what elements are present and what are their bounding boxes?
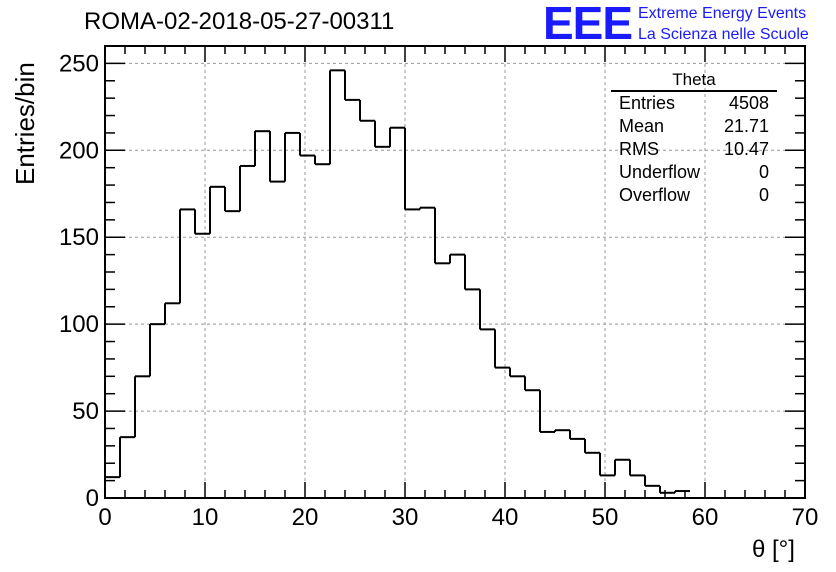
histogram-bin — [644, 475, 660, 487]
histogram-bin — [269, 131, 285, 183]
axis-tick-labels: 0 10 20 30 40 50 60 70 0 50 100 150 200 250 — [59, 50, 818, 531]
stats-row-rms: RMS 10.47 — [611, 138, 777, 161]
x-tick-label: 30 — [392, 504, 419, 531]
chart-title: ROMA-02-2018-05-27-00311 — [84, 8, 395, 35]
axis-ticks — [104, 45, 806, 499]
histogram-bin — [554, 429, 570, 432]
histogram-bin — [614, 458, 630, 476]
histogram-bin — [494, 329, 510, 369]
y-tick-label: 50 — [72, 398, 99, 425]
histogram-bin — [224, 186, 240, 213]
stats-label: RMS — [619, 139, 659, 159]
x-tick-label: 60 — [692, 504, 719, 531]
histogram-bin — [434, 207, 450, 265]
histogram-bin — [239, 164, 255, 212]
histogram-bin — [659, 485, 675, 494]
histogram-bins — [104, 69, 690, 498]
y-tick-label: 250 — [59, 50, 99, 77]
stats-row-underflow: Underflow 0 — [611, 161, 777, 184]
stats-value: 10.47 — [723, 139, 769, 159]
histogram-bin — [464, 254, 480, 291]
stats-row-overflow: Overflow 0 — [611, 184, 777, 207]
stats-box: Theta Entries 4508 Mean 21.71 RMS 10.47 … — [611, 70, 777, 207]
histogram-bin — [524, 376, 540, 392]
logo-line-project: Extreme Energy Events — [638, 5, 807, 22]
stats-value: 0 — [758, 185, 769, 205]
histogram-bin — [449, 253, 465, 264]
histogram-bin — [584, 438, 600, 454]
histogram-bin — [179, 208, 195, 304]
x-tick-label: 50 — [592, 504, 619, 531]
x-tick-label: 70 — [792, 504, 819, 531]
histogram-bin — [569, 430, 585, 440]
eee-logo: EEE — [543, 0, 633, 49]
histogram-bin — [629, 459, 645, 477]
histogram-bin — [194, 209, 210, 235]
histogram-bin — [134, 375, 150, 438]
y-axis-label: Entries/bin — [10, 62, 40, 185]
grid-lines — [105, 46, 805, 498]
histogram-bin — [599, 452, 615, 477]
histogram-bin — [299, 132, 315, 157]
stats-label: Entries — [619, 93, 676, 113]
y-tick-label: 0 — [86, 485, 99, 512]
histogram-bin — [329, 69, 345, 165]
stats-label: Overflow — [619, 185, 691, 205]
histogram-bin — [404, 127, 420, 211]
stats-row-mean: Mean 21.71 — [611, 115, 777, 138]
histogram-bin — [419, 206, 435, 210]
y-tick-label: 150 — [59, 224, 99, 251]
stats-label: Underflow — [619, 162, 701, 182]
x-tick-label: 40 — [492, 504, 519, 531]
histogram-bin — [344, 70, 360, 101]
x-tick-label: 0 — [98, 504, 111, 531]
histogram-bin — [674, 490, 690, 493]
histogram-bin — [374, 120, 390, 148]
stats-title: Theta — [611, 70, 777, 92]
x-tick-label: 10 — [192, 504, 219, 531]
histogram-bin — [539, 390, 555, 433]
histogram-bin — [509, 367, 525, 378]
y-tick-label: 100 — [59, 311, 99, 338]
histogram-bin — [209, 185, 225, 234]
stats-value: 21.71 — [723, 116, 769, 136]
histogram-bin — [389, 126, 405, 147]
histogram-bin — [254, 130, 270, 166]
x-tick-label: 20 — [292, 504, 319, 531]
y-tick-label: 200 — [59, 137, 99, 164]
histogram-bin — [479, 289, 495, 331]
stats-label: Mean — [619, 116, 665, 136]
histogram-bin — [164, 302, 180, 325]
stats-row-entries: Entries 4508 — [611, 92, 777, 115]
logo-line-subtitle: La Scienza nelle Scuole — [638, 26, 809, 43]
histogram-bin — [119, 436, 135, 478]
histogram-bin — [284, 131, 300, 182]
histogram-bin — [359, 99, 375, 122]
histogram-bin — [149, 323, 165, 377]
x-axis-label: θ [°] — [752, 536, 795, 563]
y-axis-label-wrap: Entries/bin — [8, 62, 40, 185]
stats-value: 0 — [758, 162, 769, 182]
stats-value: 4508 — [728, 93, 769, 113]
histogram-bin — [314, 155, 330, 166]
